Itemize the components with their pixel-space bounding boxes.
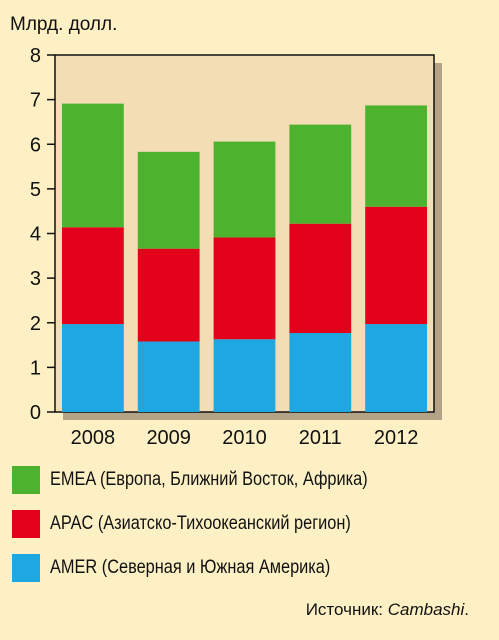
source-note: Источник: Cambashi. [306, 600, 469, 620]
bar-segment-amer-2008 [62, 324, 124, 412]
bar-segment-emea-2009 [137, 151, 200, 249]
y-tick-label-7: 7 [30, 90, 41, 112]
legend-item-apac: APAC (Азиатско-Тихоокеанский регион) [12, 502, 419, 546]
bar-segment-apac-2011 [289, 223, 352, 334]
source-suffix: . [464, 600, 469, 619]
legend-item-amer: AMER (Северная и Южная Америка) [12, 546, 419, 590]
bar-segment-apac-2009 [137, 248, 200, 342]
x-tick-label-2012: 2012 [374, 427, 419, 449]
x-tick-label-2011: 2011 [299, 427, 342, 449]
bar-segment-amer-2011 [289, 333, 352, 412]
y-tick-label-1: 1 [30, 357, 41, 379]
bar-segment-amer-2012 [365, 324, 427, 412]
y-axis-title: Млрд. долл. [10, 14, 117, 35]
bar-segment-amer-2009 [137, 341, 200, 412]
legend-swatch-emea [12, 466, 40, 494]
source-name: Cambashi [387, 600, 465, 619]
legend-label-amer: AMER (Северная и Южная Америка) [50, 557, 331, 578]
y-tick-label-3: 3 [30, 268, 41, 290]
y-tick-label-0: 0 [30, 402, 41, 424]
bar-segment-amer-2010 [213, 339, 276, 412]
bar-segment-emea-2008 [62, 103, 124, 228]
x-tick-label-2010: 2010 [222, 427, 267, 449]
bar-segment-emea-2010 [213, 141, 276, 238]
bar-segment-emea-2012 [365, 105, 427, 207]
legend-label-apac: APAC (Азиатско-Тихоокеанский регион) [50, 513, 351, 534]
legend-label-emea: EMEA (Европа, Ближний Восток, Африка) [50, 469, 368, 490]
legend-item-emea: EMEA (Европа, Ближний Восток, Африка) [12, 458, 419, 502]
y-tick-label-6: 6 [30, 134, 41, 156]
bar-segment-apac-2010 [213, 237, 276, 340]
y-tick-label-5: 5 [30, 179, 41, 201]
x-tick-label-2008: 2008 [71, 427, 116, 449]
y-tick-label-2: 2 [30, 313, 41, 335]
legend-swatch-amer [12, 554, 40, 582]
bar-segment-apac-2012 [365, 206, 427, 325]
bar-segment-emea-2011 [289, 124, 352, 224]
legend: EMEA (Европа, Ближний Восток, Африка) AP… [12, 458, 419, 590]
legend-swatch-apac [12, 510, 40, 538]
source-prefix: Источник: [305, 600, 388, 619]
y-tick-label-8: 8 [30, 45, 41, 67]
y-tick-label-4: 4 [30, 224, 41, 246]
bar-segment-apac-2008 [62, 227, 124, 325]
x-tick-label-2009: 2009 [146, 427, 191, 449]
